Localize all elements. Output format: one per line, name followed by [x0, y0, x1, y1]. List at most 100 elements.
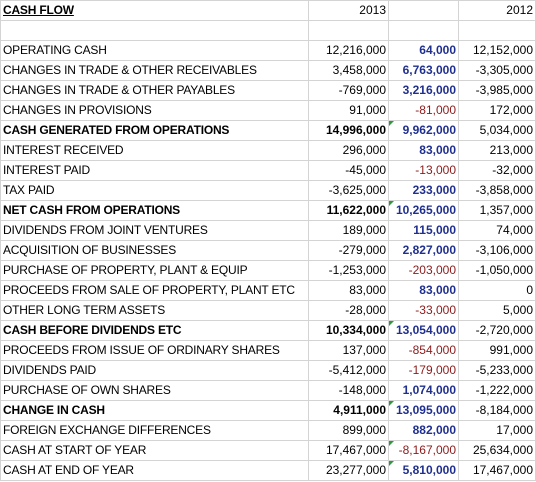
- empty-cell[interactable]: [0, 20, 309, 41]
- empty-cell[interactable]: [388, 20, 459, 41]
- row-label[interactable]: PROCEEDS FROM SALE OF PROPERTY, PLANT ET…: [0, 280, 309, 301]
- value-difference[interactable]: 83,000: [388, 140, 459, 161]
- value-difference[interactable]: -81,000: [388, 100, 459, 121]
- value-2012[interactable]: 1,357,000: [458, 200, 536, 221]
- value-2012[interactable]: -8,184,000: [458, 400, 536, 421]
- value-2012[interactable]: 74,000: [458, 220, 536, 241]
- value-2013[interactable]: 899,000: [308, 420, 389, 441]
- value-difference[interactable]: -854,000: [388, 340, 459, 361]
- value-2013[interactable]: -28,000: [308, 300, 389, 321]
- value-2013[interactable]: 296,000: [308, 140, 389, 161]
- value-2012[interactable]: -3,985,000: [458, 80, 536, 101]
- value-2012[interactable]: -32,000: [458, 160, 536, 181]
- row-label[interactable]: OPERATING CASH: [0, 40, 309, 61]
- row-label[interactable]: CASH AT START OF YEAR: [0, 440, 309, 461]
- value-2012[interactable]: -3,305,000: [458, 60, 536, 81]
- empty-cell[interactable]: [308, 20, 389, 41]
- value-2013[interactable]: 83,000: [308, 280, 389, 301]
- value-difference[interactable]: 3,216,000: [388, 80, 459, 101]
- row-label[interactable]: TAX PAID: [0, 180, 309, 201]
- value-difference[interactable]: 64,000: [388, 40, 459, 61]
- value-difference[interactable]: 2,827,000: [388, 240, 459, 261]
- value-difference[interactable]: 1,074,000: [388, 380, 459, 401]
- value-2012[interactable]: 5,034,000: [458, 120, 536, 141]
- value-2013[interactable]: 10,334,000: [308, 320, 389, 341]
- value-2012[interactable]: -3,858,000: [458, 180, 536, 201]
- row-label[interactable]: INTEREST RECEIVED: [0, 140, 309, 161]
- row-label[interactable]: CASH GENERATED FROM OPERATIONS: [0, 120, 309, 141]
- row-label[interactable]: CASH AT END OF YEAR: [0, 460, 309, 481]
- value-2012[interactable]: 213,000: [458, 140, 536, 161]
- table-row: CASH GENERATED FROM OPERATIONS 14,996,000…: [0, 120, 536, 141]
- value-2012[interactable]: 12,152,000: [458, 40, 536, 61]
- row-label[interactable]: CHANGE IN CASH: [0, 400, 309, 421]
- value-difference[interactable]: 5,810,000: [388, 460, 459, 481]
- row-label[interactable]: CHANGES IN PROVISIONS: [0, 100, 309, 121]
- row-label[interactable]: INTEREST PAID: [0, 160, 309, 181]
- value-2013[interactable]: -279,000: [308, 240, 389, 261]
- value-2013[interactable]: 4,911,000: [308, 400, 389, 421]
- value-2013[interactable]: 91,000: [308, 100, 389, 121]
- value-difference[interactable]: 6,763,000: [388, 60, 459, 81]
- value-difference[interactable]: -203,000: [388, 260, 459, 281]
- value-2013[interactable]: 3,458,000: [308, 60, 389, 81]
- row-label[interactable]: NET CASH FROM OPERATIONS: [0, 200, 309, 221]
- value-2012[interactable]: -1,050,000: [458, 260, 536, 281]
- table-title[interactable]: CASH FLOW: [0, 0, 309, 21]
- column-header-2012[interactable]: 2012: [458, 0, 536, 21]
- value-2012[interactable]: 25,634,000: [458, 440, 536, 461]
- value-2013[interactable]: 137,000: [308, 340, 389, 361]
- row-label[interactable]: OTHER LONG TERM ASSETS: [0, 300, 309, 321]
- value-2013[interactable]: -45,000: [308, 160, 389, 181]
- row-label[interactable]: PROCEEDS FROM ISSUE OF ORDINARY SHARES: [0, 340, 309, 361]
- table-row: PURCHASE OF PROPERTY, PLANT & EQUIP -1,25…: [0, 260, 536, 281]
- value-2012[interactable]: 991,000: [458, 340, 536, 361]
- value-2012[interactable]: -2,720,000: [458, 320, 536, 341]
- value-2013[interactable]: 14,996,000: [308, 120, 389, 141]
- row-label[interactable]: CASH BEFORE DIVIDENDS ETC: [0, 320, 309, 341]
- value-2013[interactable]: 23,277,000: [308, 460, 389, 481]
- value-2013[interactable]: 189,000: [308, 220, 389, 241]
- value-2012[interactable]: 172,000: [458, 100, 536, 121]
- value-2013[interactable]: 12,216,000: [308, 40, 389, 61]
- row-label[interactable]: DIVIDENDS FROM JOINT VENTURES: [0, 220, 309, 241]
- value-2013[interactable]: -1,253,000: [308, 260, 389, 281]
- value-2013[interactable]: -769,000: [308, 80, 389, 101]
- value-2013[interactable]: -5,412,000: [308, 360, 389, 381]
- value-difference[interactable]: 9,962,000: [388, 120, 459, 141]
- value-2013[interactable]: -148,000: [308, 380, 389, 401]
- value-2013[interactable]: 11,622,000: [308, 200, 389, 221]
- table-row: INTEREST RECEIVED 296,000 83,000 213,000: [0, 140, 536, 161]
- value-difference[interactable]: 13,095,000: [388, 400, 459, 421]
- value-2013[interactable]: -3,625,000: [308, 180, 389, 201]
- value-2012[interactable]: 17,467,000: [458, 460, 536, 481]
- value-difference[interactable]: -179,000: [388, 360, 459, 381]
- row-label[interactable]: FOREIGN EXCHANGE DIFFERENCES: [0, 420, 309, 441]
- value-difference[interactable]: 13,054,000: [388, 320, 459, 341]
- value-difference[interactable]: 115,000: [388, 220, 459, 241]
- value-difference[interactable]: -13,000: [388, 160, 459, 181]
- row-label[interactable]: DIVIDENDS PAID: [0, 360, 309, 381]
- value-difference[interactable]: 10,265,000: [388, 200, 459, 221]
- row-label[interactable]: CHANGES IN TRADE & OTHER PAYABLES: [0, 80, 309, 101]
- table-row: CHANGES IN TRADE & OTHER RECEIVABLES 3,45…: [0, 60, 536, 81]
- value-difference[interactable]: 83,000: [388, 280, 459, 301]
- value-difference[interactable]: -8,167,000: [388, 440, 459, 461]
- value-2012[interactable]: -1,222,000: [458, 380, 536, 401]
- row-label[interactable]: CHANGES IN TRADE & OTHER RECEIVABLES: [0, 60, 309, 81]
- column-header-difference[interactable]: [388, 0, 459, 21]
- value-difference[interactable]: -33,000: [388, 300, 459, 321]
- value-difference[interactable]: 233,000: [388, 180, 459, 201]
- value-2012[interactable]: -3,106,000: [458, 240, 536, 261]
- value-2012[interactable]: -5,233,000: [458, 360, 536, 381]
- row-label[interactable]: ACQUISITION OF BUSINESSES: [0, 240, 309, 261]
- column-header-2013[interactable]: 2013: [308, 0, 389, 21]
- value-2012[interactable]: 0: [458, 280, 536, 301]
- value-difference[interactable]: 882,000: [388, 420, 459, 441]
- value-2012[interactable]: 5,000: [458, 300, 536, 321]
- empty-cell[interactable]: [458, 20, 536, 41]
- value-2012[interactable]: 17,000: [458, 420, 536, 441]
- row-label[interactable]: PURCHASE OF OWN SHARES: [0, 380, 309, 401]
- value-2013[interactable]: 17,467,000: [308, 440, 389, 461]
- row-label[interactable]: PURCHASE OF PROPERTY, PLANT & EQUIP: [0, 260, 309, 281]
